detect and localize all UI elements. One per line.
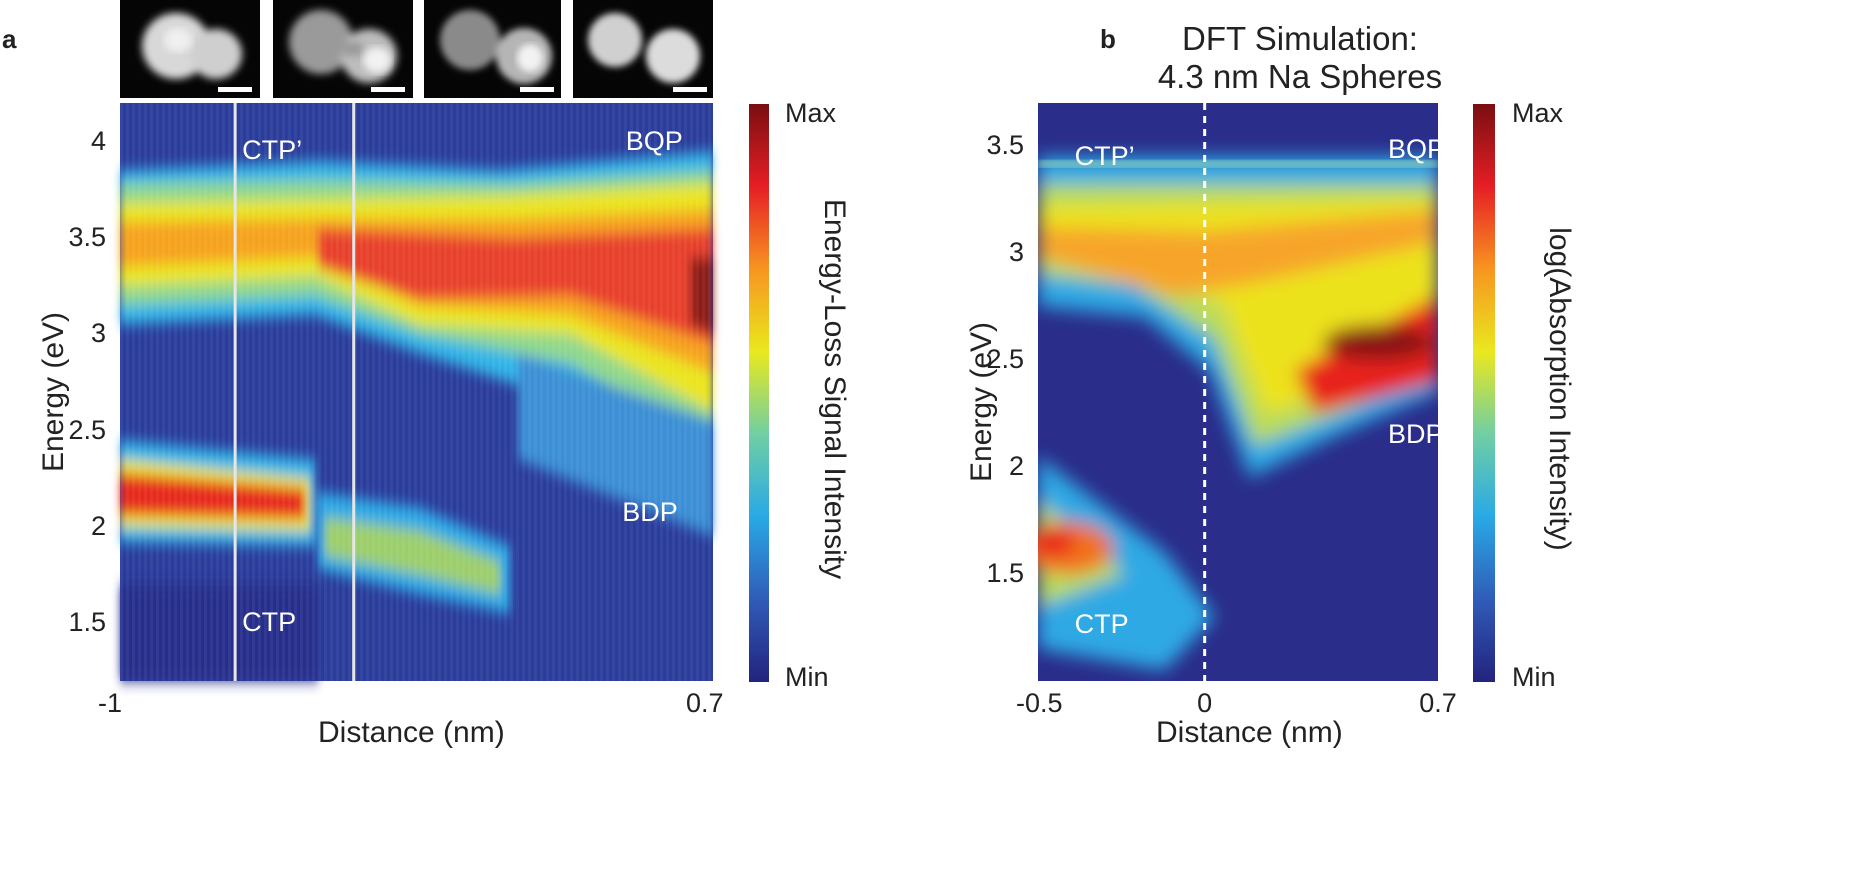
stem-thumbnail-3	[424, 0, 561, 98]
x-tick-b: 0.7	[1419, 688, 1457, 718]
chart-b-title: DFT Simulation:	[1182, 20, 1418, 57]
y-tick-b: 3	[1008, 236, 1024, 267]
mode-label-b: CTP’	[1074, 140, 1135, 171]
x-tick-a-min: -1	[98, 688, 123, 718]
y-tick-b: 2	[1008, 450, 1024, 481]
scale-bar	[218, 87, 252, 92]
y-tick-a: 3.5	[68, 221, 106, 252]
stem-thumbnail-4	[573, 0, 713, 98]
colorbar-b	[1473, 104, 1495, 682]
panel-label-a: a	[2, 24, 17, 54]
panel-label-b: b	[1100, 24, 1116, 54]
y-tick-a: 2	[90, 510, 106, 541]
y-tick-a: 2.5	[68, 414, 106, 445]
y-axis-title-b: Energy (eV)	[965, 321, 998, 483]
y-tick-b: 1.5	[986, 557, 1024, 588]
scale-bar	[371, 87, 405, 92]
x-tick-b: 0	[1197, 688, 1213, 718]
y-tick-b: 3.5	[986, 129, 1024, 160]
chart-b	[1038, 103, 1438, 681]
x-tick-b: -0.5	[1016, 688, 1063, 718]
y-tick-a: 4	[90, 125, 106, 156]
mode-label-b: CTP	[1074, 609, 1129, 640]
stem-thumbnail-2	[273, 0, 413, 98]
y-tick-b: 2.5	[986, 343, 1024, 374]
mode-label-a: CTP’	[242, 135, 303, 166]
y-axis-title-a: Energy (eV)	[37, 311, 70, 473]
colorbar-a	[749, 104, 769, 682]
scale-bar	[673, 87, 707, 92]
colorbar-b-title: log(Absorption Intensity)	[1543, 227, 1576, 551]
mode-label-a: BDP	[622, 497, 678, 528]
mode-label-a: BQP	[625, 125, 683, 156]
y-tick-a: 3	[90, 318, 106, 349]
heatmap-b-plot	[1038, 103, 1438, 681]
chart-b-subtitle: 4.3 nm Na Spheres	[1157, 58, 1443, 95]
mode-label-b: BQP	[1388, 134, 1446, 165]
x-axis-title-b: Distance (nm)	[1156, 716, 1343, 749]
colorbar-a-gradient	[749, 104, 769, 682]
colorbar-a-min-label: Min	[785, 662, 829, 692]
heatmap-a-plot	[120, 103, 713, 681]
stem-thumbnail-1	[120, 0, 260, 98]
colorbar-a-title: Energy-Loss Signal Intensity	[818, 198, 851, 580]
y-tick-a: 1.5	[68, 607, 106, 638]
colorbar-b-min-label: Min	[1512, 662, 1556, 692]
scale-bar	[520, 87, 554, 92]
mode-label-a: CTP	[242, 607, 297, 638]
chart-a	[120, 103, 713, 681]
mode-label-b: BDP	[1388, 418, 1444, 449]
colorbar-b-max-label: Max	[1512, 98, 1564, 128]
colorbar-a-max-label: Max	[785, 98, 837, 128]
colorbar-b-gradient	[1473, 104, 1495, 682]
x-axis-title-a: Distance (nm)	[318, 716, 505, 749]
x-tick-a-max: 0.7	[686, 688, 724, 718]
